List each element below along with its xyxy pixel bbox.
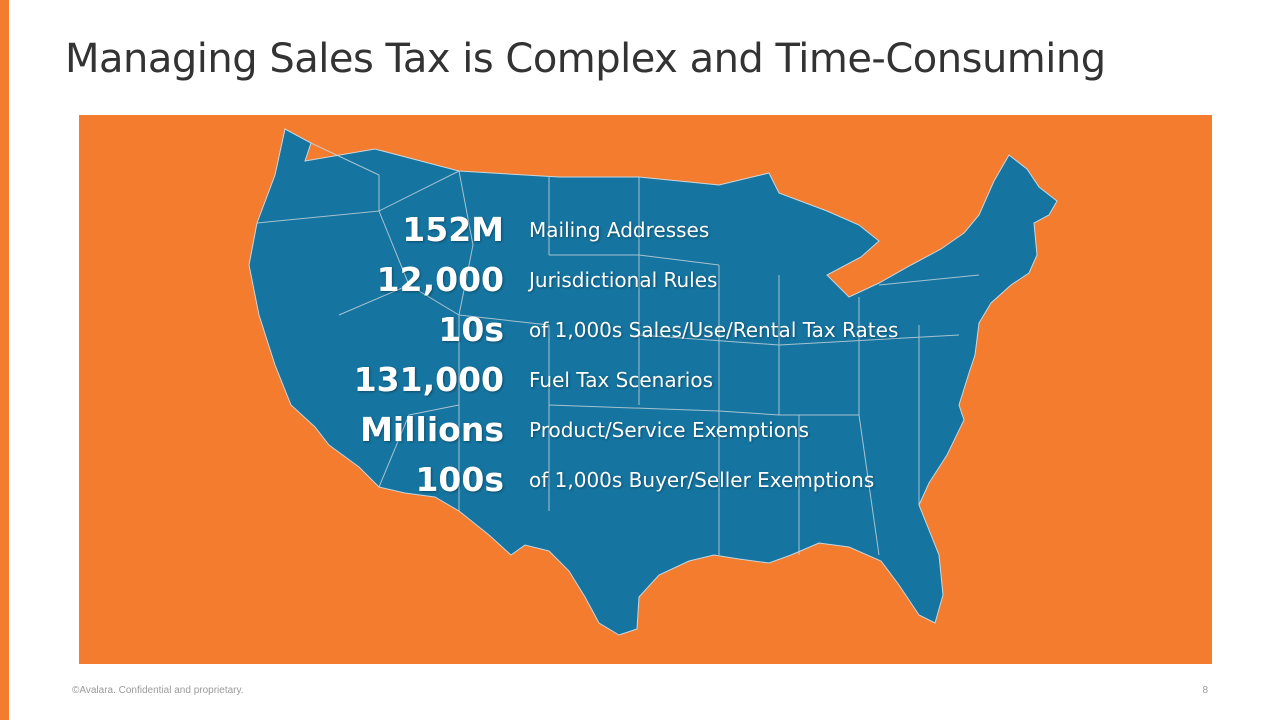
stat-label: Mailing Addresses — [529, 218, 710, 242]
us-map-image — [248, 128, 1058, 636]
stat-label: of 1,000s Sales/Use/Rental Tax Rates — [529, 318, 899, 342]
stat-label: of 1,000s Buyer/Seller Exemptions — [529, 468, 875, 492]
stat-row: 152M Mailing Addresses — [79, 206, 1212, 254]
stat-label: Fuel Tax Scenarios — [529, 368, 714, 392]
stat-row: Millions Product/Service Exemptions — [79, 406, 1212, 454]
stat-value: 152M — [402, 210, 504, 249]
stat-row: 100s of 1,000s Buyer/Seller Exemptions — [79, 456, 1212, 504]
stat-row: 12,000 Jurisdictional Rules — [79, 256, 1212, 304]
stat-value: 12,000 — [376, 260, 504, 299]
stats-list: 152M Mailing Addresses 12,000 Jurisdicti… — [79, 115, 1212, 664]
stat-value: 100s — [415, 460, 504, 499]
slide-title: Managing Sales Tax is Complex and Time-C… — [65, 36, 1106, 82]
page-number: 8 — [1202, 685, 1208, 696]
stat-label: Product/Service Exemptions — [529, 418, 810, 442]
state-borders — [256, 142, 980, 556]
accent-bar — [0, 0, 9, 720]
footer-copyright: ©Avalara. Confidential and proprietary. — [72, 685, 244, 696]
stat-value: Millions — [360, 410, 504, 449]
stat-row: 10s of 1,000s Sales/Use/Rental Tax Rates — [79, 306, 1212, 354]
stat-value: 10s — [438, 310, 504, 349]
map-panel — [79, 115, 1212, 664]
stat-row: 131,000 Fuel Tax Scenarios — [79, 356, 1212, 404]
stat-value: 131,000 — [353, 360, 504, 399]
stat-label: Jurisdictional Rules — [529, 268, 718, 292]
